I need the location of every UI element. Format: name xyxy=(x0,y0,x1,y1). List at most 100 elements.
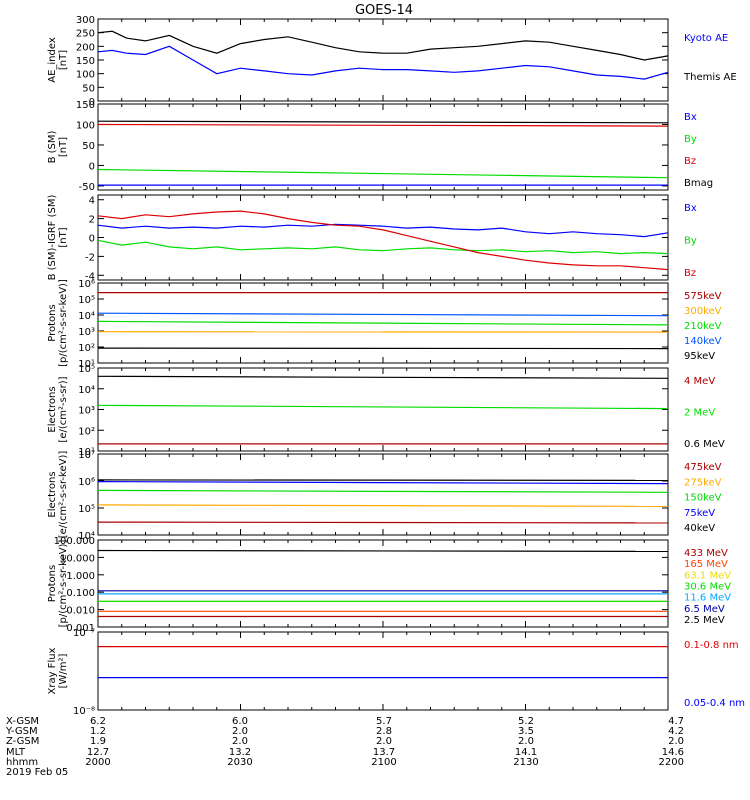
legend-label-11-6-mev: 11.6 MeV xyxy=(684,593,731,604)
panel-frame xyxy=(97,631,669,711)
legend-label-0-1-0-8-nm: 0.1-0.8 nm xyxy=(684,640,739,651)
y-tick-label: 200 xyxy=(76,42,95,53)
series-line-themis-ae xyxy=(97,30,669,61)
chart-panel-1: 0 50 100 150 200 250 300 AE_index [nT] Kyoto AE Th… xyxy=(47,15,737,108)
y-tick-label: 10³ xyxy=(78,327,95,338)
y-tick-label: 50 xyxy=(82,83,95,94)
y-tick-label: 10.000 xyxy=(60,553,95,564)
y-tick-label: 10⁶ xyxy=(78,477,95,488)
footer-cell: 5.2 xyxy=(518,716,534,727)
series-line-40kev xyxy=(97,479,669,481)
footer-cell: 14.6 xyxy=(662,747,684,758)
footer-cell: 13.7 xyxy=(373,747,395,758)
legend-label-bmag: Bmag xyxy=(684,178,713,189)
legend-label-0-6-mev: 0.6 MeV xyxy=(684,439,725,450)
y-axis-label: AE_index xyxy=(47,37,58,83)
series-line-by xyxy=(97,168,669,179)
legend-label-40kev: 40keV xyxy=(684,523,715,534)
footer-cell: 3.5 xyxy=(518,726,534,737)
y-tick-label: 150 xyxy=(76,56,95,67)
legend-label-150kev: 150keV xyxy=(684,493,722,504)
legend-label-bx: Bx xyxy=(684,203,697,214)
y-tick-label: 250 xyxy=(76,29,95,40)
y-tick-label: 100 xyxy=(76,70,95,81)
series-line-210kev xyxy=(97,320,669,326)
series-line-140kev xyxy=(97,312,669,317)
footer-cell: 2030 xyxy=(227,757,252,768)
series-line-2-mev xyxy=(97,404,669,410)
y-tick-label: 0 xyxy=(89,234,95,245)
footer-row-label: Y-GSM xyxy=(5,726,38,737)
chart-panel-2: -50 0 50 100 150 B (SM) [nT] Bx By Bz Bmag xyxy=(47,100,713,193)
chart-panel-5: 10¹ 10² 10³ 10⁴ 10⁵ Electrons [e/(cm²-s-sr)] 4 … xyxy=(47,364,725,458)
y-tick-label: 10³ xyxy=(78,406,95,417)
y-tick-label: 10⁴ xyxy=(78,311,95,322)
footer-cell: 2.0 xyxy=(376,736,392,747)
chart-panel-4: 10¹ 10² 10³ 10⁴ 10⁵ 10⁶ Protons [p/(cm²-s-sr-ke… xyxy=(47,279,722,370)
footer-cell: 4.2 xyxy=(668,726,684,737)
y-axis-label: [nT] xyxy=(58,50,69,70)
footer-cell: 6.0 xyxy=(232,716,248,727)
y-tick-label: 1.000 xyxy=(66,571,95,582)
series-line-0-6-mev xyxy=(97,375,669,379)
legend-label-bz: Bz xyxy=(684,268,696,279)
series-line-bmag xyxy=(97,120,669,124)
legend-label-by: By xyxy=(684,236,697,247)
footer-cell: 5.7 xyxy=(376,716,392,727)
legend-label-2-5-mev: 2.5 MeV xyxy=(684,615,725,626)
y-tick-label: 10⁻⁸ xyxy=(73,706,95,717)
y-tick-label: 100.000 xyxy=(54,536,95,547)
y-axis-label: [W/m²] xyxy=(58,653,69,688)
y-tick-label: 10⁵ xyxy=(78,504,95,515)
series-line-150kev xyxy=(97,489,669,493)
legend-label-0-05-0-4-nm: 0.05-0.4 nm xyxy=(684,698,745,709)
y-tick-label: 2 xyxy=(89,215,95,226)
footer-cell: 2.0 xyxy=(518,736,534,747)
footer-cell: 14.1 xyxy=(515,747,537,758)
series-line-2-5-mev xyxy=(97,549,669,553)
series-line-475kev xyxy=(97,521,669,524)
chart-panel-7: 0.001 0.010 0.100 1.000 10.000 100.000 Protons… xyxy=(47,536,731,634)
footer-row-label: X-GSM xyxy=(6,716,39,727)
y-tick-label: -2 xyxy=(85,252,95,263)
legend-label-300kev: 300keV xyxy=(684,306,722,317)
panel-frame xyxy=(97,194,669,281)
panel-frame xyxy=(97,18,669,102)
y-axis-label: [e/(cm²-s-sr-keV)] xyxy=(58,451,69,539)
footer-cell: 4.7 xyxy=(668,716,684,727)
y-tick-label: 10⁵ xyxy=(78,295,95,306)
legend-label-275kev: 275keV xyxy=(684,477,722,488)
footer-row-label: MLT xyxy=(6,747,26,758)
footer-row-label: Z-GSM xyxy=(6,736,39,747)
legend-label-4-mev: 4 MeV xyxy=(684,376,715,387)
y-tick-label: -50 xyxy=(79,182,95,193)
legend-label-475kev: 475keV xyxy=(684,462,722,473)
y-axis-label: Electrons xyxy=(47,471,58,517)
footer-cell: 2200 xyxy=(659,757,684,768)
y-tick-label: -4 xyxy=(85,271,95,282)
footer-cell: 13.2 xyxy=(229,747,251,758)
series-line-bz xyxy=(97,123,669,127)
y-axis-label: Protons xyxy=(47,304,58,341)
legend-label-2-mev: 2 MeV xyxy=(684,408,715,419)
footer-cell: 2.0 xyxy=(668,736,684,747)
footer-cell: 2.8 xyxy=(376,726,392,737)
y-tick-label: 10⁶ xyxy=(78,279,95,290)
legend-label-themis-ae: Themis AE xyxy=(683,72,737,83)
footer-cell: 2130 xyxy=(513,757,538,768)
series-line-kyoto-ae xyxy=(97,45,669,80)
legend-label-433-mev: 433 MeV xyxy=(684,548,728,559)
y-tick-label: 300 xyxy=(76,15,95,26)
y-tick-label: 0.001 xyxy=(66,623,95,634)
legend-label-by: By xyxy=(684,134,697,145)
y-axis-label: [p/(cm²-s-sr-keV)] xyxy=(58,279,69,367)
legend-label-95kev: 95keV xyxy=(684,351,715,362)
y-axis-label: [nT] xyxy=(58,227,69,247)
footer-cell: 12.7 xyxy=(87,747,109,758)
chart-panel-8: 10⁻⁸ 10⁻⁷ Xray Flux [W/m²] 0.1-0.8 nm 0.05-0.… xyxy=(47,628,745,717)
y-tick-label: 10² xyxy=(78,343,95,354)
footer-cell: 2.0 xyxy=(232,736,248,747)
footer-cell: 2100 xyxy=(371,757,396,768)
footer-cell: 1.2 xyxy=(90,726,106,737)
